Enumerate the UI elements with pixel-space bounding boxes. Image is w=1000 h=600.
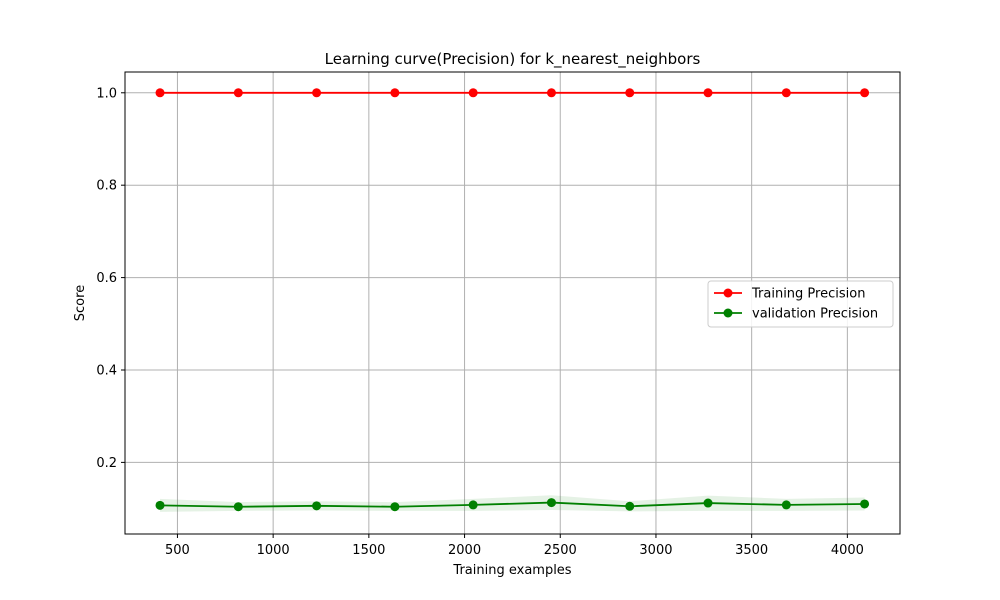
data-point [390,88,400,98]
data-point [312,88,322,98]
y-axis-label: Score [73,285,88,321]
data-point [781,88,791,98]
series-0 [155,88,870,98]
series-1 [155,498,870,512]
data-point [390,502,400,512]
legend-box [707,280,894,328]
tick-layer: 500 1000 1500 2000 2500 3000 3500 4000 0.2 0.4 0.6… [96,86,864,558]
data-point [312,501,322,511]
x-tick-label: 2000 [448,543,481,558]
data-point [155,500,165,510]
data-point [625,501,635,511]
x-tick-label: 1000 [257,543,290,558]
y-tick-label: 1.0 [96,86,117,101]
data-point [860,499,870,509]
data-point [233,502,243,512]
x-axis-label: Training examples [452,563,571,578]
legend-item: Training Precision [714,287,865,302]
data-point [468,500,478,510]
data-point [233,88,243,98]
data-point [546,88,556,98]
chart-title: Learning curve(Precision) for k_nearest_… [325,50,701,69]
grid-layer [125,72,900,534]
legend-marker [723,288,733,298]
data-point [703,88,713,98]
legend: Training Precision validation Precision [707,280,894,328]
data-point [155,88,165,98]
y-tick-label: 0.6 [96,271,117,286]
x-tick-label: 1500 [352,543,385,558]
y-tick-label: 0.2 [96,456,117,471]
y-tick-label: 0.8 [96,179,117,194]
data-point [860,88,870,98]
x-tick-label: 3000 [639,543,672,558]
legend-item: validation Precision [714,307,878,322]
plot-frame [124,71,901,535]
series-line [160,501,865,508]
x-tick-label: 2500 [544,543,577,558]
data-point [625,88,635,98]
series-layer [155,88,870,512]
data-point [703,498,713,508]
x-tick-label: 3500 [735,543,768,558]
legend-label: Training Precision [751,287,865,302]
y-tick-label: 0.4 [96,363,117,378]
data-point [781,500,791,510]
legend-marker [723,308,733,318]
x-tick-label: 4000 [831,543,864,558]
data-point [546,498,556,508]
legend-label: validation Precision [752,307,878,322]
x-tick-label: 500 [165,543,190,558]
data-point [468,88,478,98]
